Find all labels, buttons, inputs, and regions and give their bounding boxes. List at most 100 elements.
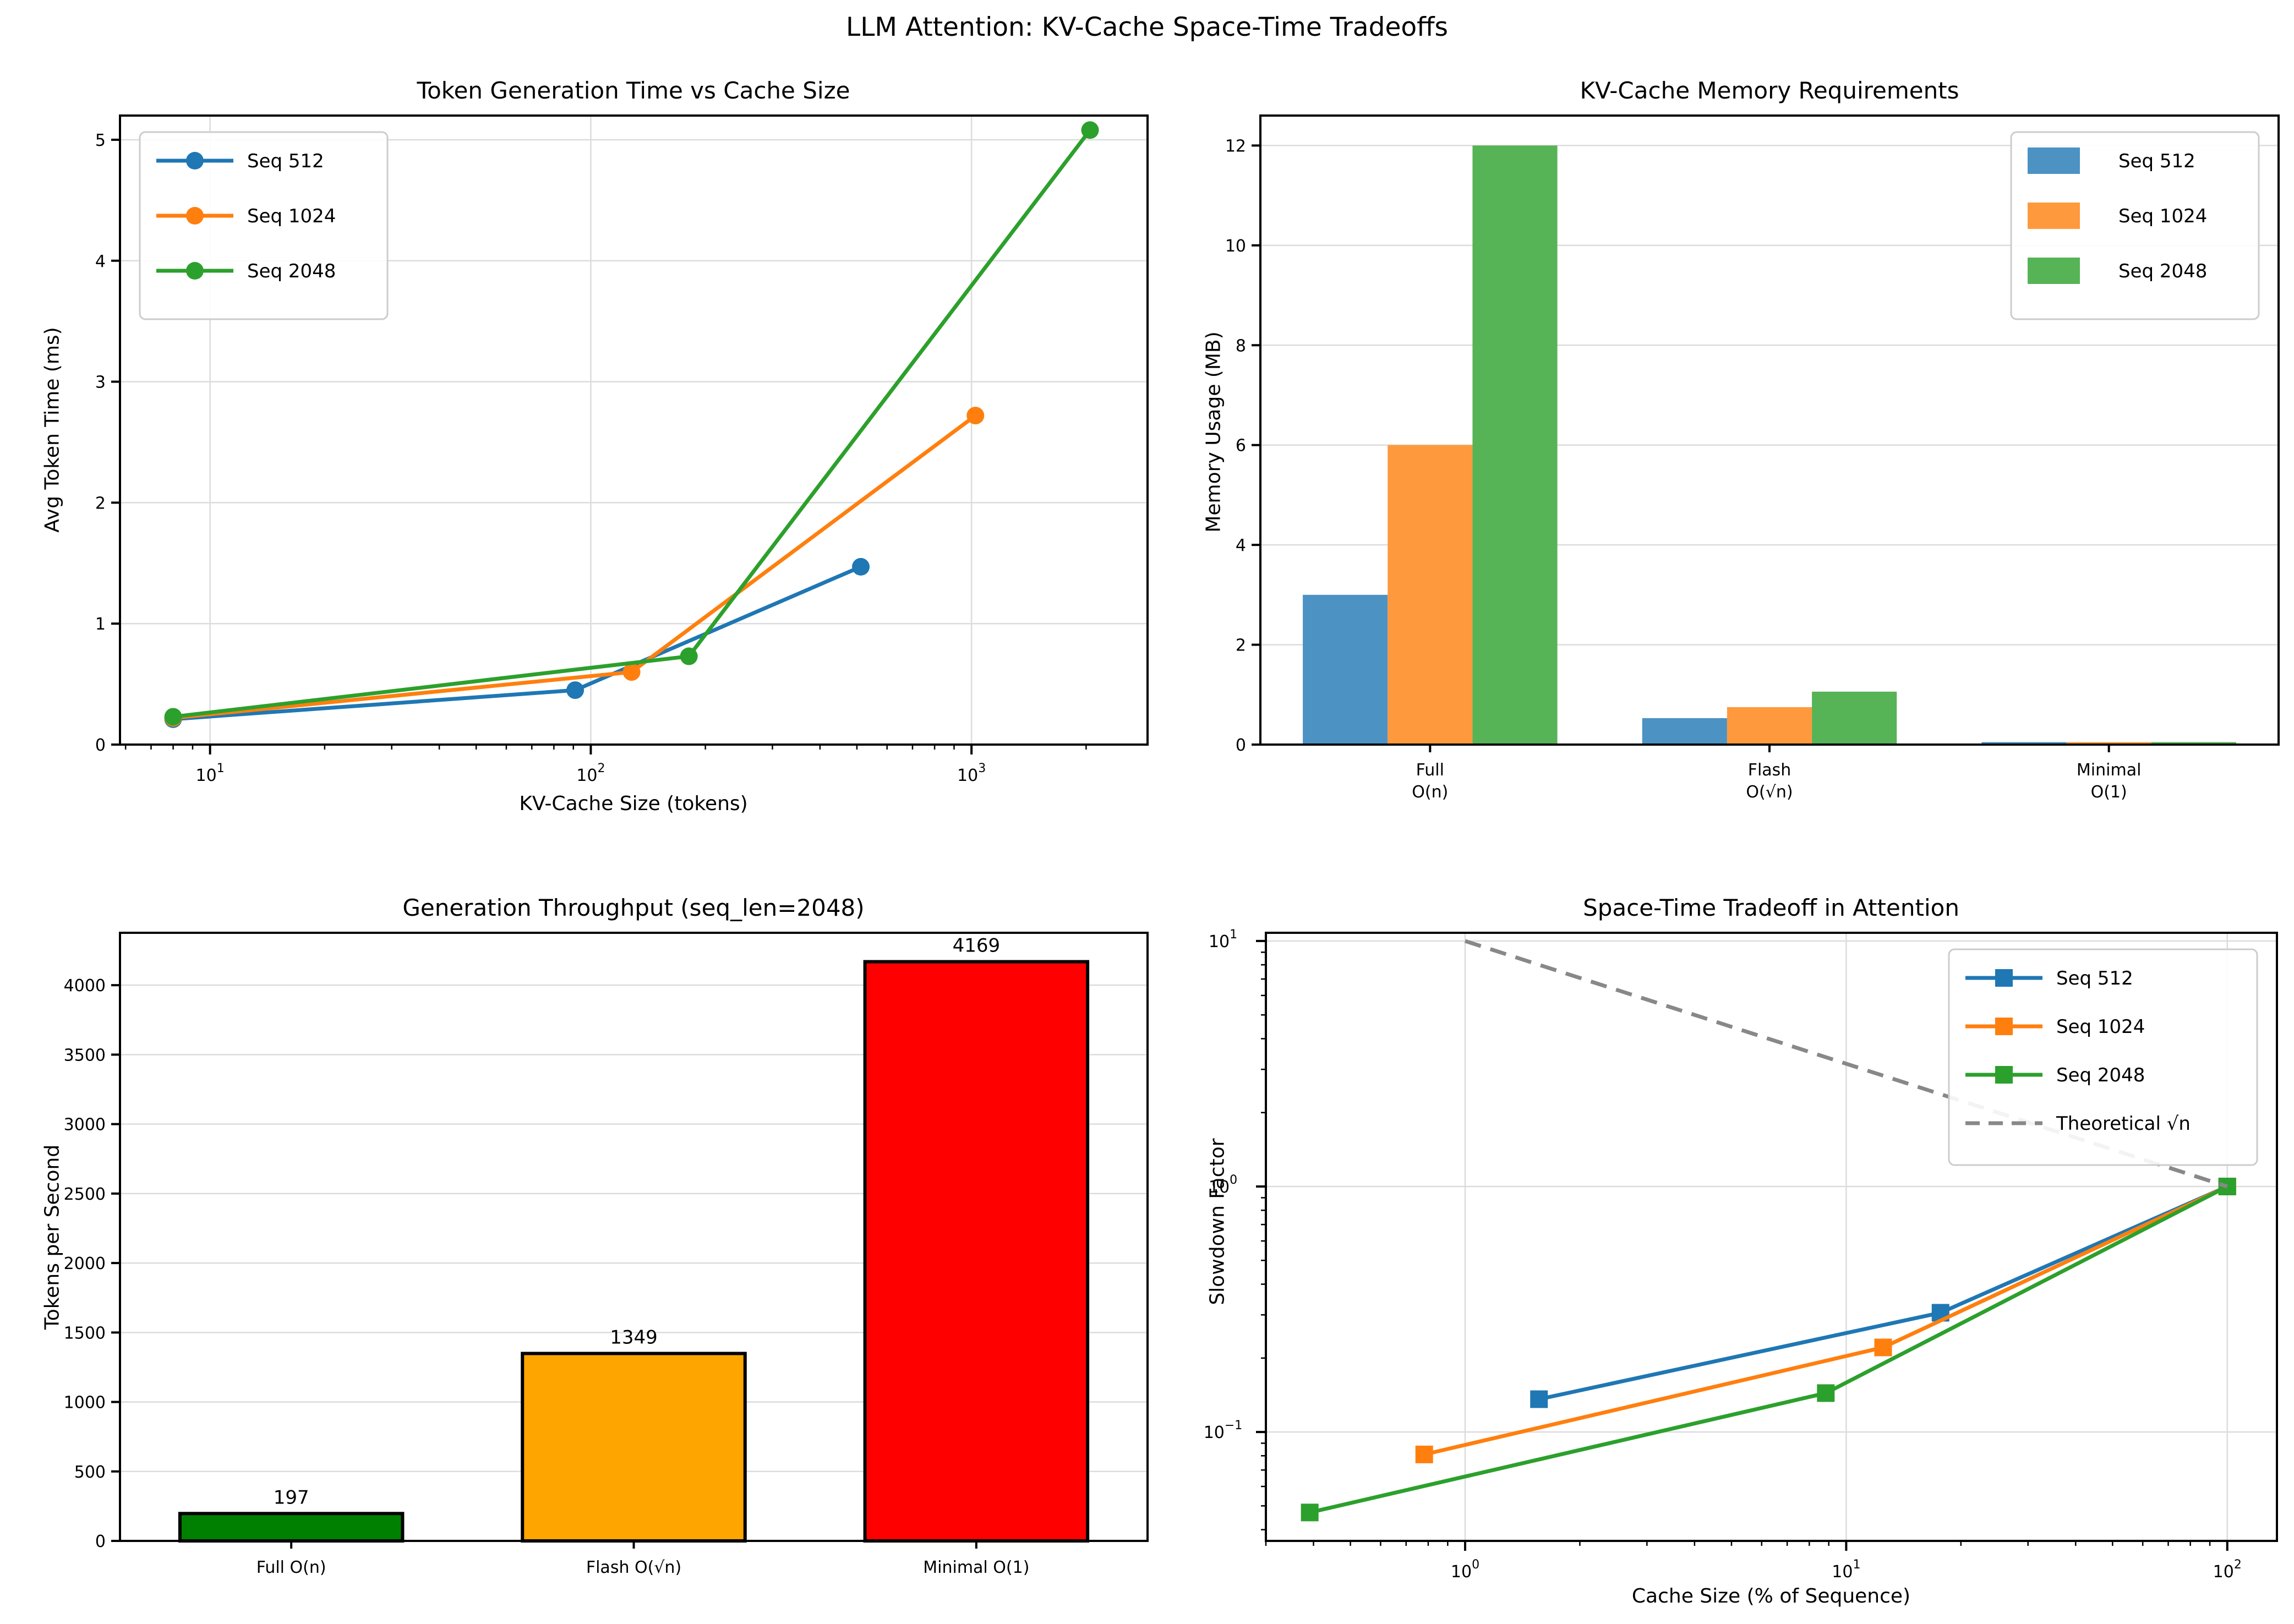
chart-tradeoff-data-point — [1415, 1445, 1433, 1463]
chart-throughput-ytick-label: 1500 — [64, 1324, 106, 1343]
chart-memory-legend-label: Seq 512 — [2118, 150, 2195, 172]
chart-memory-ytick-label: 4 — [1236, 536, 1246, 555]
chart-tradeoff-frame — [1265, 932, 2278, 1542]
chart-token-time-ytick-label: 2 — [95, 494, 106, 513]
chart-token-time-data-point — [966, 407, 985, 425]
chart-token-time-data-point — [622, 663, 641, 681]
chart-token-time-xtick-label: 103 — [957, 762, 986, 785]
chart-memory-bar — [1303, 594, 1388, 745]
chart-throughput-frame — [119, 932, 1149, 1542]
chart-token-time-data-point — [1081, 121, 1099, 139]
chart-token-time-ytick-label: 5 — [95, 131, 106, 150]
chart-tradeoff-legend-label: Seq 1024 — [2056, 1016, 2145, 1038]
chart-tradeoff-legend-label: Seq 2048 — [2056, 1064, 2145, 1086]
chart-tradeoff-legend-marker — [1995, 1018, 2013, 1035]
chart-token-time-ytick-label: 4 — [95, 252, 106, 271]
chart-tradeoff-xtick-label: 102 — [2213, 1558, 2242, 1582]
chart-throughput-category-label: Minimal O(1) — [923, 1558, 1029, 1577]
chart-tradeoff-data-point — [1817, 1384, 1835, 1402]
chart-memory-ytick-label: 12 — [1225, 136, 1246, 156]
chart-tradeoff-xtick-label: 101 — [1832, 1558, 1860, 1582]
chart-throughput-ytick-label: 0 — [95, 1532, 106, 1551]
chart-throughput-bar-value-label: 4169 — [953, 935, 1001, 957]
chart-token-time-data-point — [680, 647, 698, 665]
chart-memory-category-label: Flash O(√n) — [1746, 761, 1793, 802]
chart-memory-ytick-label: 8 — [1236, 336, 1246, 356]
chart-token-time-legend-marker — [186, 207, 204, 225]
chart-throughput-ytick-label: 3000 — [64, 1116, 106, 1135]
chart-memory-legend-swatch — [2028, 147, 2080, 174]
chart-token-time-legend-label: Seq 512 — [247, 150, 324, 172]
chart-memory-bar — [1727, 707, 1812, 745]
chart-memory-ytick-label: 6 — [1236, 436, 1246, 456]
chart-token-time-frame — [119, 114, 1149, 746]
chart-memory-legend-swatch — [2028, 203, 2080, 229]
chart-throughput-category-label: Full O(n) — [256, 1558, 326, 1577]
chart-memory-legend-swatch — [2028, 258, 2080, 284]
chart-memory-bar — [1642, 718, 1727, 745]
chart-token-time-ytick-label: 3 — [95, 373, 106, 392]
chart-tradeoff-series-line-0 — [1538, 1184, 2229, 1401]
chart-token-time-legend-label: Seq 2048 — [247, 260, 336, 282]
chart-token-time-data-point — [852, 557, 870, 576]
chart-tradeoff-data-point — [1530, 1390, 1548, 1408]
chart-memory-ytick-label: 2 — [1236, 636, 1246, 655]
chart-memory-bar — [2066, 742, 2151, 745]
chart-tradeoff-ytick-label: 100 — [1209, 1173, 1237, 1197]
chart-token-time-xtick-label: 101 — [196, 762, 225, 785]
chart-memory-bar — [1388, 445, 1473, 745]
chart-memory-bar — [2151, 742, 2236, 745]
chart-tradeoff-legend-box — [1948, 948, 2258, 1166]
chart-tradeoff-data-point — [1874, 1338, 1892, 1357]
chart-tradeoff-ytick-label: 10−1 — [1204, 1419, 1243, 1442]
chart1-title: Token Generation Time vs Cache Size — [417, 77, 850, 104]
chart-tradeoff-legend-marker — [1995, 969, 2013, 987]
chart-tradeoff-data-point — [1301, 1503, 1319, 1522]
chart-throughput-ytick-label: 3500 — [64, 1046, 106, 1065]
chart1-xlabel: KV-Cache Size (tokens) — [519, 792, 748, 815]
chart-throughput-bar — [863, 960, 1090, 1543]
chart-throughput-ytick-label: 1000 — [64, 1393, 106, 1413]
chart-token-time-legend-marker — [186, 262, 204, 280]
chart-throughput-ytick-label: 500 — [74, 1463, 106, 1482]
chart-memory-frame — [1259, 114, 2280, 746]
chart2-title: KV-Cache Memory Requirements — [1580, 77, 1959, 104]
chart-memory-legend-label: Seq 1024 — [2118, 205, 2207, 227]
figure-title: LLM Attention: KV-Cache Space-Time Trade… — [846, 12, 1448, 42]
chart-tradeoff-series-line-1 — [1423, 1184, 2229, 1457]
chart-throughput-bar — [521, 1352, 747, 1543]
chart4-xlabel: Cache Size (% of Sequence) — [1631, 1585, 1911, 1607]
chart-memory-bar — [1981, 742, 2067, 745]
chart-token-time-data-point — [566, 681, 585, 699]
chart-token-time-legend-label: Seq 1024 — [247, 205, 336, 227]
chart-token-time-data-point — [164, 708, 182, 726]
chart-memory-category-label: Minimal O(1) — [2077, 761, 2142, 802]
chart-memory-category-label: Full O(n) — [1412, 761, 1448, 802]
chart-tradeoff-legend-label: Theoretical √n — [2056, 1113, 2191, 1135]
chart-tradeoff-legend-marker — [1995, 1066, 2013, 1084]
chart3-title: Generation Throughput (seq_len=2048) — [402, 894, 865, 921]
chart-throughput-bar-value-label: 1349 — [610, 1326, 658, 1348]
chart-token-time-legend-marker — [186, 152, 204, 169]
chart-token-time-xtick-label: 102 — [576, 762, 605, 785]
chart-memory-bar — [1472, 145, 1558, 745]
chart-tradeoff-xtick-label: 100 — [1451, 1558, 1479, 1582]
chart-throughput-bar — [178, 1512, 405, 1543]
chart4-title: Space-Time Tradeoff in Attention — [1583, 894, 1959, 921]
chart-throughput-ytick-label: 2000 — [64, 1254, 106, 1273]
chart-memory-ytick-label: 0 — [1236, 736, 1246, 755]
chart-token-time-ytick-label: 0 — [95, 736, 106, 755]
chart-tradeoff-legend-label: Seq 512 — [2056, 967, 2133, 989]
chart-token-time-series-line-0 — [173, 565, 862, 721]
chart-throughput-ytick-label: 2500 — [64, 1185, 106, 1204]
chart-memory-legend-label: Seq 2048 — [2118, 260, 2207, 282]
chart-token-time-ytick-label: 1 — [95, 615, 106, 634]
chart-memory-bar — [1812, 691, 1897, 745]
chart-throughput-bar-value-label: 197 — [274, 1486, 309, 1508]
chart-throughput-category-label: Flash O(√n) — [586, 1558, 681, 1577]
chart-throughput-ytick-label: 4000 — [64, 976, 106, 996]
chart-tradeoff-ytick-label: 101 — [1209, 928, 1237, 952]
chart-memory-ytick-label: 10 — [1225, 237, 1246, 256]
